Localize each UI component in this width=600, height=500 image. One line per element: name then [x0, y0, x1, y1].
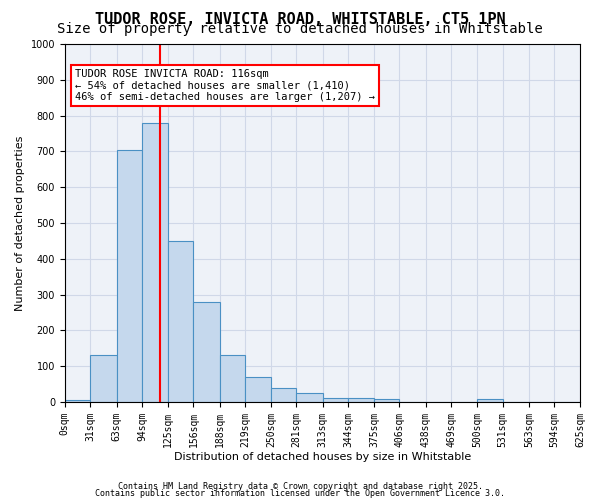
- Text: Contains public sector information licensed under the Open Government Licence 3.: Contains public sector information licen…: [95, 488, 505, 498]
- Bar: [245, 377, 271, 402]
- Bar: [168, 241, 193, 402]
- Bar: [477, 399, 503, 402]
- Bar: [271, 388, 296, 402]
- Y-axis label: Number of detached properties: Number of detached properties: [15, 136, 25, 310]
- Text: Size of property relative to detached houses in Whitstable: Size of property relative to detached ho…: [57, 22, 543, 36]
- Bar: [296, 393, 323, 402]
- Bar: [142, 123, 168, 402]
- Bar: [117, 150, 142, 402]
- Bar: [193, 302, 220, 402]
- Text: Contains HM Land Registry data © Crown copyright and database right 2025.: Contains HM Land Registry data © Crown c…: [118, 482, 482, 491]
- Text: TUDOR ROSE, INVICTA ROAD, WHITSTABLE, CT5 1PN: TUDOR ROSE, INVICTA ROAD, WHITSTABLE, CT…: [95, 12, 505, 28]
- Bar: [220, 356, 245, 402]
- Bar: [91, 356, 117, 402]
- Bar: [323, 398, 349, 402]
- Text: TUDOR ROSE INVICTA ROAD: 116sqm
← 54% of detached houses are smaller (1,410)
46%: TUDOR ROSE INVICTA ROAD: 116sqm ← 54% of…: [75, 69, 375, 102]
- Bar: [374, 399, 400, 402]
- Bar: [349, 398, 374, 402]
- X-axis label: Distribution of detached houses by size in Whitstable: Distribution of detached houses by size …: [174, 452, 471, 462]
- Bar: [65, 400, 91, 402]
